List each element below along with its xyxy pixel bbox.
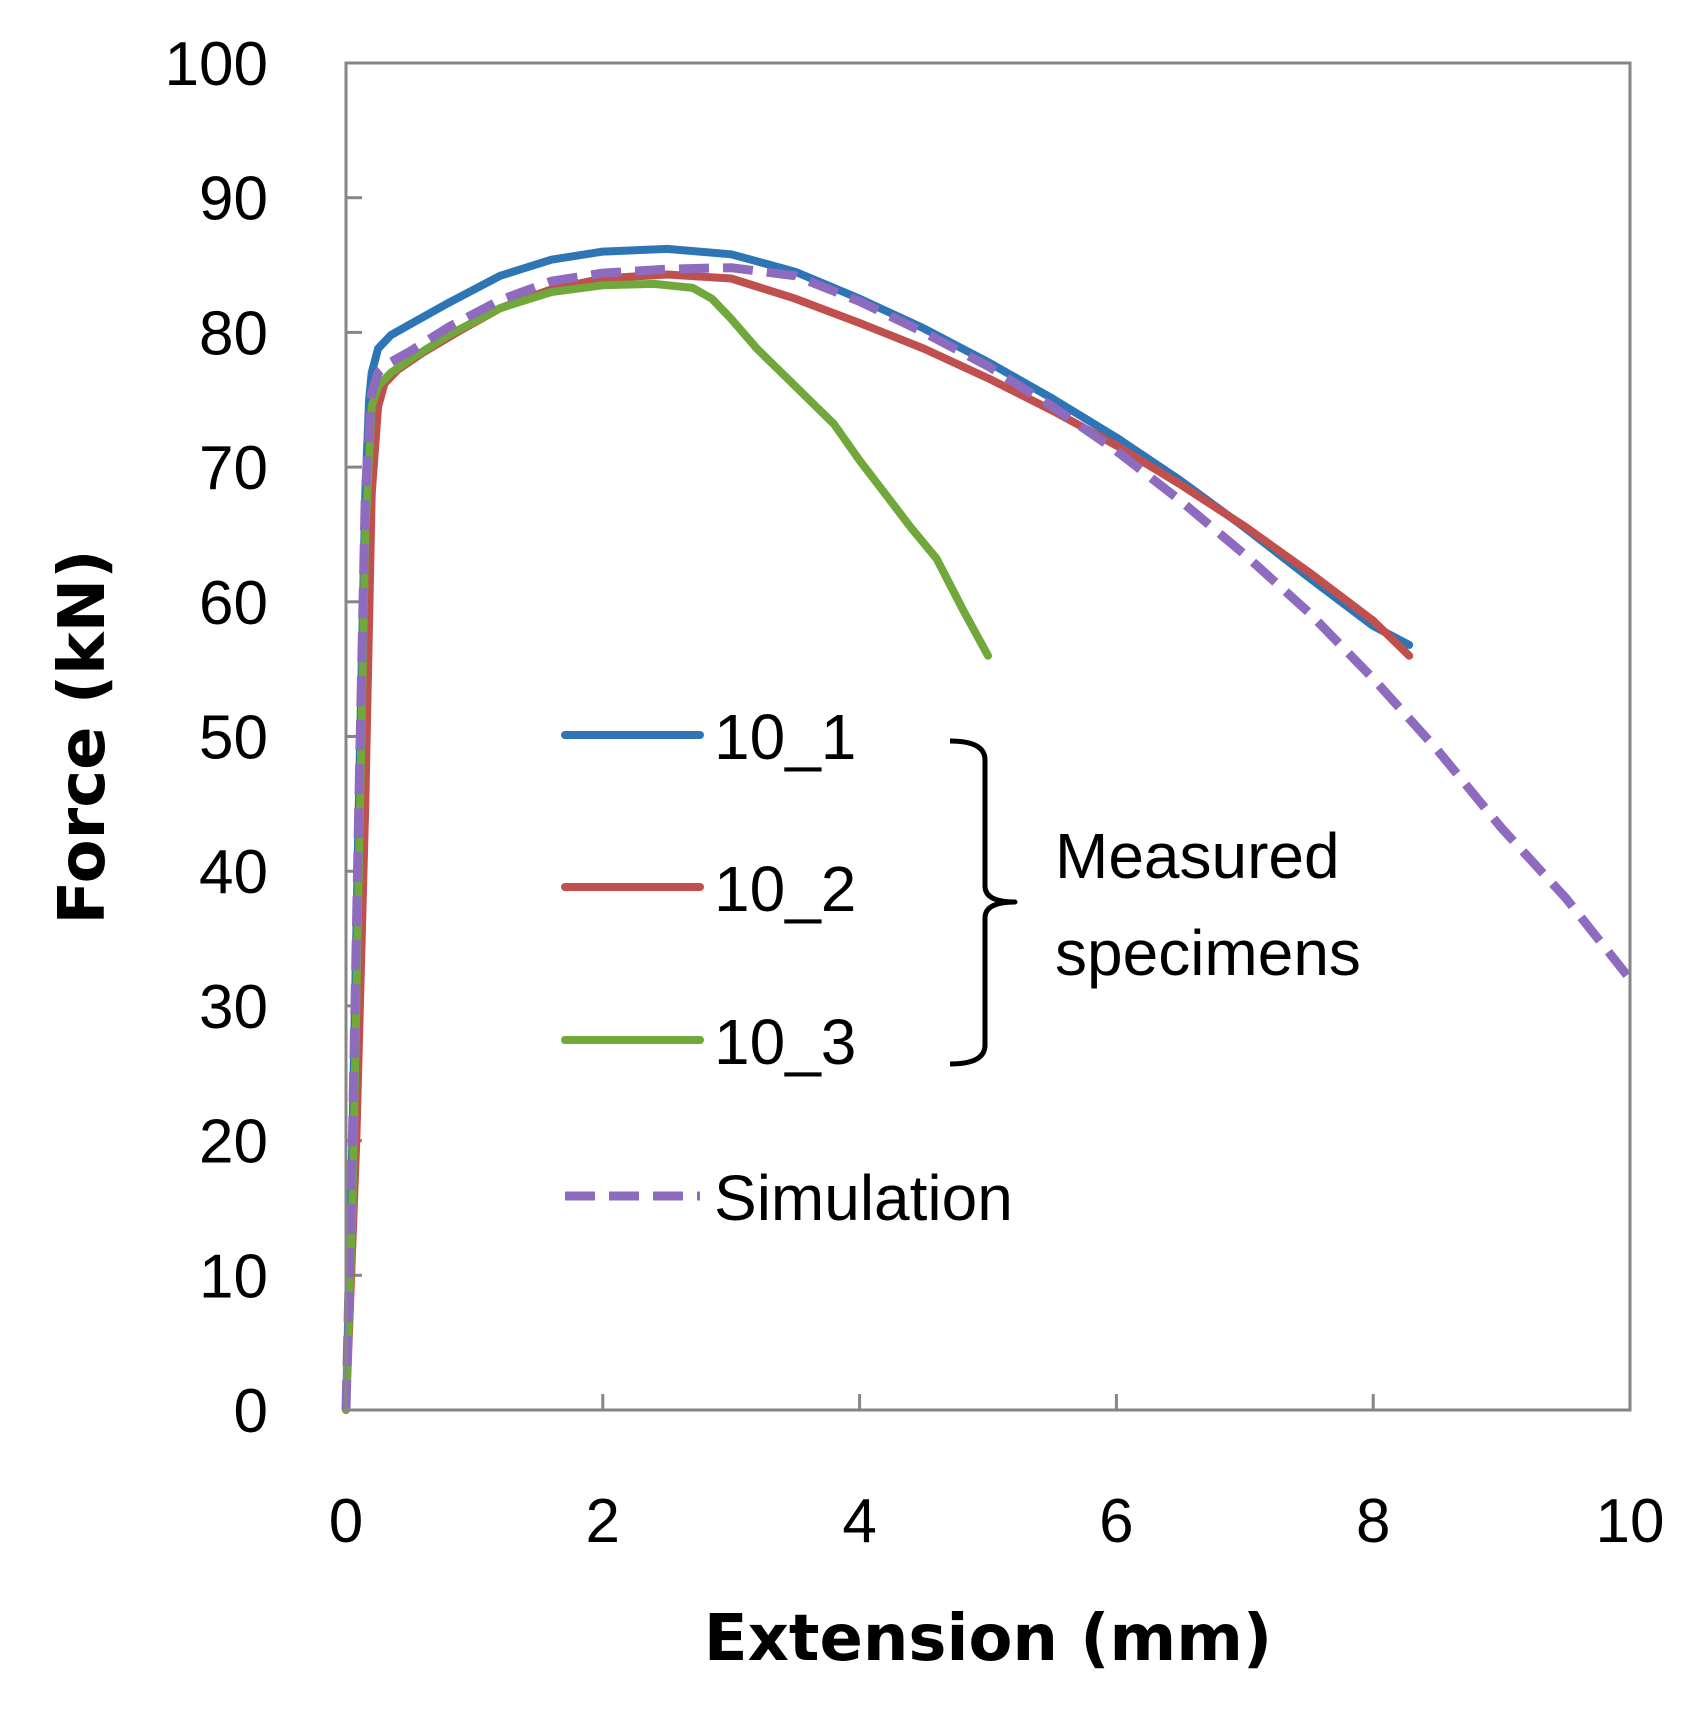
plot-frame xyxy=(344,61,1632,1412)
series-line-10-3 xyxy=(342,279,992,1414)
y-axis-title: Force (kN) xyxy=(46,550,120,925)
legend-group-label: Measured xyxy=(1055,820,1340,892)
x-tick-label: 8 xyxy=(1356,1487,1390,1556)
x-tick-label: 4 xyxy=(842,1487,876,1556)
y-tick-label: 20 xyxy=(199,1108,268,1177)
x-tick-label: 0 xyxy=(329,1487,363,1556)
legend-group-label: specimens xyxy=(1055,917,1361,989)
legend: 10_1 10_2 10_3 Simulation Measured specimens xyxy=(561,701,1361,1234)
legend-label: 10_3 xyxy=(714,1006,856,1078)
y-tick-label: 60 xyxy=(199,569,268,638)
series-line-10-2 xyxy=(342,270,1414,1414)
y-tick-label: 50 xyxy=(199,704,268,773)
x-axis-title: Extension (mm) xyxy=(704,1602,1272,1676)
y-tick-label: 80 xyxy=(199,299,268,368)
y-tick-label: 90 xyxy=(199,165,268,234)
legend-group-bracket xyxy=(949,738,1018,1067)
y-tick-label: 0 xyxy=(234,1377,268,1446)
series-layer xyxy=(341,244,1634,1414)
legend-label: 10_2 xyxy=(714,853,856,925)
y-tick-label: 70 xyxy=(199,434,268,503)
y-tick-label: 40 xyxy=(199,838,268,907)
y-tick-label: 10 xyxy=(199,1242,268,1311)
series-line-simulation xyxy=(341,263,1634,1411)
legend-label: 10_1 xyxy=(714,701,856,773)
y-tick-label: 30 xyxy=(199,973,268,1042)
axes-layer: 0 10 20 30 40 50 60 70 80 90 100 0 2 4 6 8 10 xyxy=(165,30,1665,1556)
x-tick-label: 6 xyxy=(1099,1487,1133,1556)
legend-label: Simulation xyxy=(714,1162,1013,1234)
x-tick-label: 10 xyxy=(1596,1487,1665,1556)
x-tick-label: 2 xyxy=(586,1487,620,1556)
y-tick-label: 100 xyxy=(165,30,268,99)
